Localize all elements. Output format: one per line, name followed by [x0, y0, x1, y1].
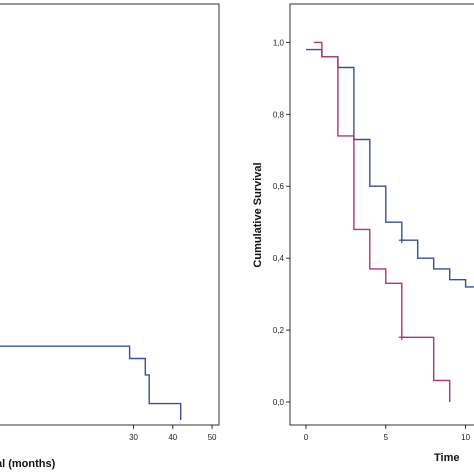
left-x-axis-title: al (months): [0, 458, 56, 470]
right-y-tick-label-5: 1,0: [273, 38, 285, 47]
left-series-layer: [0, 345, 182, 420]
right-x-tick-label-0: 0: [304, 433, 309, 442]
left-x-tick-label-0: 30: [129, 433, 138, 442]
right-x-tick-label-1: 5: [384, 433, 389, 442]
right-chart-panel: 0,0 0,2 0,4 0,6 0,8 1,0 0 5 10 Cumulative Survi…: [252, 3, 474, 464]
right-series-1-line: [313, 41, 451, 402]
left-x-axis-ticks: 30 40 50: [129, 425, 217, 442]
right-y-axis-ticks: 0,0 0,2 0,4 0,6 0,8 1,0: [273, 38, 290, 407]
left-x-tick-label-2: 50: [208, 433, 217, 442]
left-plot-frame: [0, 3, 220, 426]
right-y-tick-label-3: 0,6: [273, 182, 285, 191]
right-series-layer: [306, 41, 474, 402]
right-plot-frame: [289, 3, 474, 426]
right-x-axis-ticks: 0 5 10: [304, 425, 471, 442]
right-x-axis-title: Time: [434, 452, 459, 464]
right-y-tick-label-0: 0,0: [273, 398, 285, 407]
right-series-0-line: [306, 48, 474, 288]
right-series-0-censor-mark-0: [398, 237, 405, 244]
left-series-0-line: [0, 345, 182, 420]
right-series-1-censor-mark-0: [398, 334, 405, 341]
right-y-tick-label-4: 0,8: [273, 110, 285, 119]
left-x-tick-label-1: 40: [168, 433, 177, 442]
right-y-axis-title: Cumulative Survival: [252, 162, 264, 267]
right-y-tick-label-1: 0,2: [273, 326, 285, 335]
left-chart-panel: 30 40 50 al (months): [0, 3, 220, 470]
right-x-tick-label-2: 10: [461, 433, 470, 442]
right-y-tick-label-2: 0,4: [273, 254, 285, 263]
